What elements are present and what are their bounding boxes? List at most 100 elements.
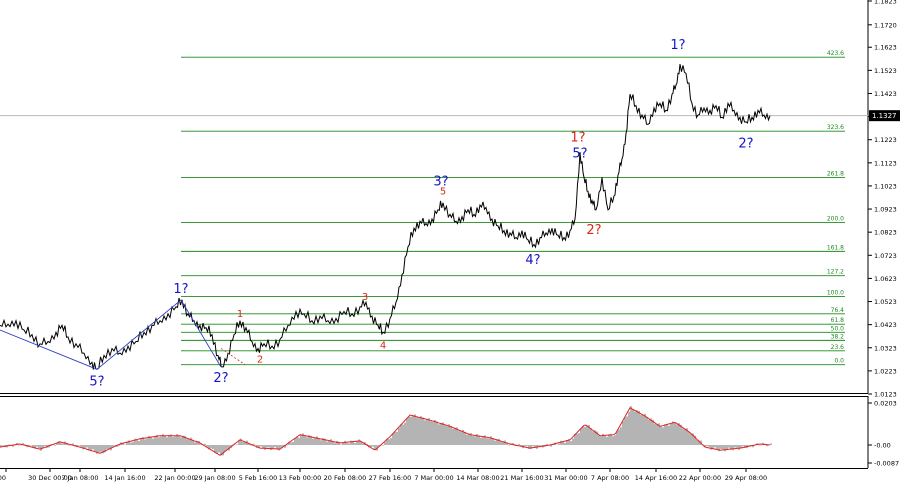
oscillator-bar-676 xyxy=(676,424,678,445)
oscillator-bar-520 xyxy=(520,445,522,446)
time-axis-label-6: 5 Feb 16:00 xyxy=(239,474,278,482)
time-axis: 6:00 30 Dec 00:007 Jan 08:00 14 Jan 16:00 2… xyxy=(0,468,767,482)
oscillator-bar-598 xyxy=(598,435,600,445)
oscillator-bar-98 xyxy=(98,445,100,453)
wave-label-8: 5 xyxy=(440,187,446,198)
wave-label-7: 3? xyxy=(433,174,448,189)
oscillator-bar-644 xyxy=(644,413,646,445)
oscillator-bar-312 xyxy=(312,438,314,445)
oscillator-bar-206 xyxy=(206,445,208,447)
oscillator-bar-214 xyxy=(214,445,216,453)
oscillator-bar-174 xyxy=(174,436,176,445)
oscillator-bar-378 xyxy=(378,445,380,447)
price-axis-label-4: 1.1423 xyxy=(874,90,897,98)
price-axis-label-17: 1.0123 xyxy=(874,391,897,399)
oscillator-bar-68 xyxy=(68,445,70,446)
oscillator-bar-494 xyxy=(494,440,496,445)
oscillator-bar-576 xyxy=(576,433,578,445)
oscillator-bar-140 xyxy=(140,438,142,445)
oscillator-bar-342 xyxy=(342,442,344,445)
oscillator-bar-200 xyxy=(200,444,202,445)
oscillator-bar-104 xyxy=(104,445,106,453)
oscillator-bar-34 xyxy=(34,445,36,449)
oscillator-bar-424 xyxy=(424,420,426,445)
oscillator-bar-574 xyxy=(574,434,576,445)
oscillator-bar-748 xyxy=(748,445,750,446)
oscillator-bar-40 xyxy=(40,445,42,451)
oscillator-bar-180 xyxy=(180,437,182,445)
oscillator-bar-490 xyxy=(490,436,492,445)
oscillator-bar-428 xyxy=(428,418,430,445)
oscillator-bar-220 xyxy=(220,445,222,456)
oscillator-bar-340 xyxy=(340,444,342,446)
oscillator-bar-716 xyxy=(716,445,718,450)
oscillator-bar-722 xyxy=(722,445,724,450)
oscillator-bar-166 xyxy=(166,437,168,445)
oscillator-bar-616 xyxy=(616,431,618,445)
wave-guide-dashed xyxy=(220,348,246,365)
oscillator-bar-482 xyxy=(482,436,484,445)
price-axis-label-6: 1.1223 xyxy=(874,136,897,144)
oscillator-bar-382 xyxy=(382,445,384,446)
oscillator-bar-566 xyxy=(566,440,568,445)
time-axis-label-1: 30 Dec 00:00 xyxy=(28,474,72,482)
oscillator-bar-324 xyxy=(324,438,326,445)
time-axis-label-10: 7 Mar 00:00 xyxy=(414,474,453,482)
oscillator-bar-648 xyxy=(648,419,650,445)
oscillator-bar-400 xyxy=(400,424,402,445)
wave-label-3: 1 xyxy=(237,309,243,320)
price-axis-label-14: 1.0423 xyxy=(874,321,897,329)
wave-label-0: 1? xyxy=(173,282,188,297)
oscillator-bar-2 xyxy=(2,445,4,446)
time-axis-label-17: 29 Apr 08:00 xyxy=(725,474,767,482)
oscillator-bar-714 xyxy=(714,445,716,448)
fib-level-label-6: 100.0 xyxy=(827,289,844,296)
oscillator-bar-470 xyxy=(470,433,472,445)
wave-label-5: 3 xyxy=(362,292,368,303)
oscillator-bar-468 xyxy=(468,433,470,445)
oscillator-bar-244 xyxy=(244,441,246,445)
wave-label-1: 5? xyxy=(89,374,104,389)
fib-level-label-0: 423.6 xyxy=(827,50,844,57)
oscillator-bar-314 xyxy=(314,437,316,445)
oscillator-bar-278 xyxy=(278,445,280,451)
oscillator-bar-618 xyxy=(618,429,620,445)
oscillator-bar-612 xyxy=(612,436,614,445)
oscillator-bar-620 xyxy=(620,427,622,445)
oscillator-bar-672 xyxy=(672,421,674,445)
price-series xyxy=(0,64,771,370)
oscillator-bar-8 xyxy=(8,444,10,446)
oscillator-bar-96 xyxy=(96,445,98,454)
oscillator-bar-348 xyxy=(348,443,350,445)
oscillator-axis-label-2: -0.0087 xyxy=(874,460,899,468)
oscillator-bar-388 xyxy=(388,439,390,445)
oscillator-bar-322 xyxy=(322,438,324,445)
oscillator-bar-596 xyxy=(596,431,598,445)
oscillator-bar-572 xyxy=(572,438,574,445)
oscillator-bar-666 xyxy=(666,423,668,445)
oscillator-bar-582 xyxy=(582,426,584,445)
oscillator-bar-404 xyxy=(404,422,406,445)
oscillator-bar-290 xyxy=(290,442,292,445)
oscillator-bar-752 xyxy=(752,445,754,448)
oscillator-panel: 0.0203 -0.00 -0.0087 xyxy=(0,396,899,469)
oscillator-bar-730 xyxy=(730,445,732,450)
oscillator-bar-132 xyxy=(132,441,134,445)
oscillator-bar-726 xyxy=(726,445,728,450)
oscillator-bar-440 xyxy=(440,423,442,445)
oscillator-bar-328 xyxy=(328,440,330,445)
oscillator-axis: 0.0203 -0.00 -0.0087 xyxy=(868,400,899,468)
oscillator-bar-524 xyxy=(524,445,526,447)
price-axis-label-0: 1.1823 xyxy=(874,0,897,6)
oscillator-bar-332 xyxy=(332,441,334,445)
oscillator-bar-310 xyxy=(310,435,312,445)
oscillator-bar-562 xyxy=(562,441,564,445)
oscillator-bar-432 xyxy=(432,421,434,445)
oscillator-bar-550 xyxy=(550,445,552,447)
oscillator-bar-480 xyxy=(480,437,482,445)
oscillator-bar-188 xyxy=(188,439,190,445)
oscillator-bar-86 xyxy=(86,445,88,448)
oscillator-bar-758 xyxy=(758,445,760,446)
